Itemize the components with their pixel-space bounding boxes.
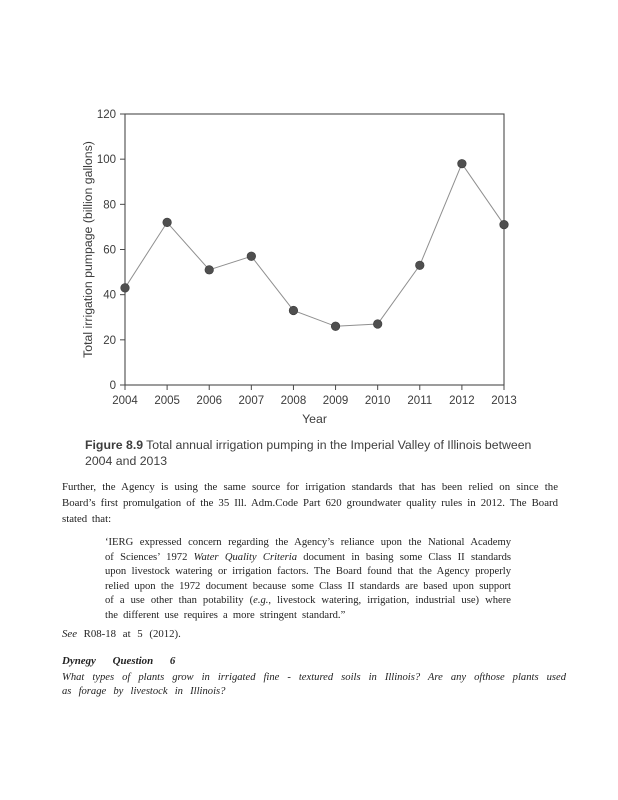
data-series-line <box>124 162 505 327</box>
y-axis-tick-label: 0 <box>110 380 116 392</box>
quote-segment-3: , livestock watering, irrigation, indust… <box>105 595 511 621</box>
citation-line: See R08-18 at 5 (2012). <box>62 628 181 640</box>
data-point <box>204 265 214 275</box>
x-axis-tick-label: 2005 <box>154 395 180 407</box>
data-point <box>457 159 467 169</box>
quote-italic-eg: e.g. <box>253 595 269 606</box>
quote-italic-title: Water Quality Criteria <box>193 551 298 563</box>
y-axis-label: Total irrigation pumpage (billion gallon… <box>81 141 95 358</box>
irrigation-pumpage-chart: 0 20 40 60 80 100 120 2004 2005 2006 2007 2008 2009 2… <box>78 104 538 438</box>
figure-caption-text: Total annual irrigation pumping in the I… <box>85 438 532 469</box>
x-axis-tick-label: 2008 <box>281 395 307 407</box>
quote-segment-1: ‘IERG expressed concern regarding the Ag… <box>105 537 511 563</box>
x-axis-tick-label: 2012 <box>449 395 475 407</box>
x-axis-tick-label: 2006 <box>196 395 222 407</box>
quote-segment-2: document in basing some Class II standar… <box>105 551 511 607</box>
x-axis-tick-label: 2004 <box>112 395 138 407</box>
citation-see: See <box>62 628 77 640</box>
citation-rest: R08-18 at 5 (2012). <box>76 628 181 640</box>
paragraph-further: Further, the Agency is using the same so… <box>62 481 558 526</box>
plot-frame <box>124 113 505 386</box>
data-point <box>330 321 341 331</box>
y-axis-tick-label: 100 <box>97 154 116 166</box>
board-blockquote: ‘IERG expressed concern regarding the Ag… <box>105 536 511 623</box>
x-axis-tick-label: 2011 <box>407 395 432 407</box>
data-point <box>415 260 425 270</box>
data-point <box>288 305 299 316</box>
data-point <box>246 251 256 261</box>
line-chart-canvas: 0 20 40 60 80 100 120 2004 2005 2006 2007 2008 2009 2… <box>81 109 517 426</box>
x-axis-tick-label: 2007 <box>239 395 265 407</box>
x-axis-tick-label: 2009 <box>323 395 349 407</box>
data-point <box>120 283 130 293</box>
data-point <box>499 220 509 230</box>
y-axis-tick-label: 20 <box>103 335 116 347</box>
x-axis-label: Year <box>302 412 327 426</box>
figure-caption-label: Figure 8.9 <box>85 438 144 452</box>
data-point <box>373 319 383 329</box>
x-axis-tick-label: 2010 <box>365 395 391 407</box>
y-axis-tick-label: 120 <box>97 109 116 121</box>
y-axis-tick-label: 40 <box>103 290 116 302</box>
question-text: What types of plants grow in irrigated f… <box>62 672 566 698</box>
y-axis-tick-label: 60 <box>103 245 116 257</box>
figure-caption: Figure 8.9 Total annual irrigation pumpin… <box>85 437 551 470</box>
data-point <box>162 217 172 227</box>
x-axis-tick-label: 2013 <box>491 395 517 407</box>
y-axis-tick-label: 80 <box>103 199 116 211</box>
question-heading: Dynegy Question 6 <box>62 655 176 667</box>
